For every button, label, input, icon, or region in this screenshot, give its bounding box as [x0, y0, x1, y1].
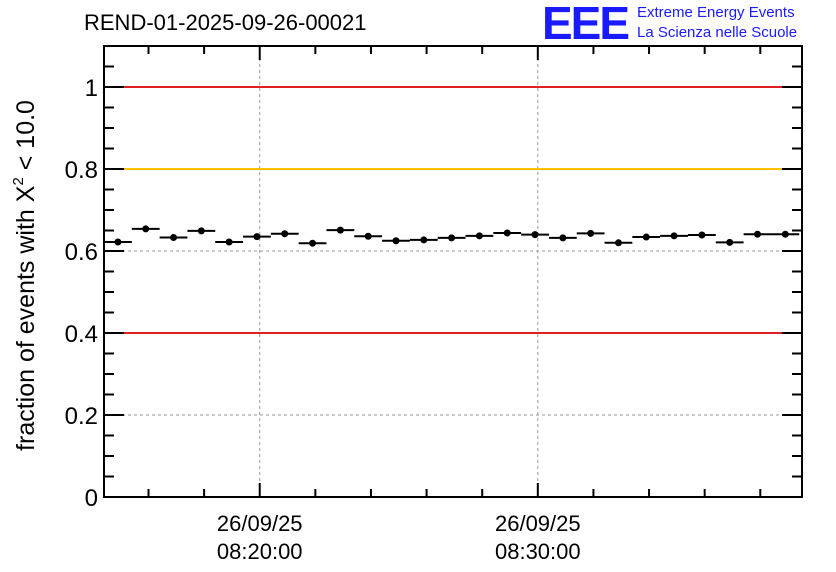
plot-frame — [103, 45, 803, 498]
x-tick-label-date: 26/09/25 — [495, 511, 581, 536]
y-tick-label: 1 — [85, 75, 98, 102]
data-point — [420, 236, 428, 244]
y-tick-label: 0.6 — [65, 239, 98, 266]
y-axis-label-suffix: < 10.0 — [12, 100, 40, 177]
data-point — [392, 237, 400, 245]
reference-lines — [104, 86, 802, 334]
axis-ticks — [104, 46, 802, 498]
y-tick-label: 0.8 — [65, 157, 98, 184]
data-point — [336, 226, 344, 234]
data-point — [364, 232, 372, 240]
data-point — [503, 229, 511, 237]
axis-labels: 0 0.2 0.4 0.6 0.8 1 26/09/25 08:20:00 26/09/25 08… — [65, 75, 581, 564]
data-point — [475, 232, 483, 240]
data-point — [670, 232, 678, 240]
y-axis-label-prefix: fraction of events with — [12, 202, 40, 451]
x-tick-label-time: 08:20:00 — [217, 539, 303, 564]
chart-title: REND-01-2025-09-26-00021 — [84, 10, 367, 35]
y-axis-label-sup: 2 — [10, 177, 27, 185]
x-tick-label-date: 26/09/25 — [217, 511, 303, 536]
data-point — [781, 230, 789, 238]
data-point — [142, 225, 150, 233]
data-point — [754, 230, 762, 238]
data-point — [614, 239, 622, 247]
data-point — [170, 233, 178, 241]
data-point — [448, 234, 456, 242]
data-point — [698, 231, 706, 239]
eee-logo: EEE — [542, 0, 630, 49]
y-tick-label: 0.4 — [65, 321, 98, 348]
y-axis-label: fraction of events with X2 < 10.0 — [10, 100, 40, 451]
data-point — [559, 234, 567, 242]
y-tick-label: 0.2 — [65, 403, 98, 430]
x-tick-label-time: 08:30:00 — [495, 539, 581, 564]
y-tick-label: 0 — [85, 485, 98, 512]
data-point — [309, 239, 317, 247]
logo-subtitle-line2: La Scienza nelle Scuole — [637, 24, 798, 41]
data-point — [253, 233, 261, 241]
data-point — [225, 238, 233, 246]
logo-subtitle-line1: Extreme Energy Events — [637, 4, 795, 21]
data-point — [114, 238, 122, 246]
y-axis-label-symbol: X — [12, 185, 40, 202]
data-point — [726, 238, 734, 246]
data-points — [104, 225, 800, 247]
data-point — [587, 229, 595, 237]
grid-layer — [104, 46, 802, 498]
data-point — [197, 227, 205, 235]
data-point — [531, 231, 539, 239]
data-point — [281, 230, 289, 238]
data-point — [642, 233, 650, 241]
